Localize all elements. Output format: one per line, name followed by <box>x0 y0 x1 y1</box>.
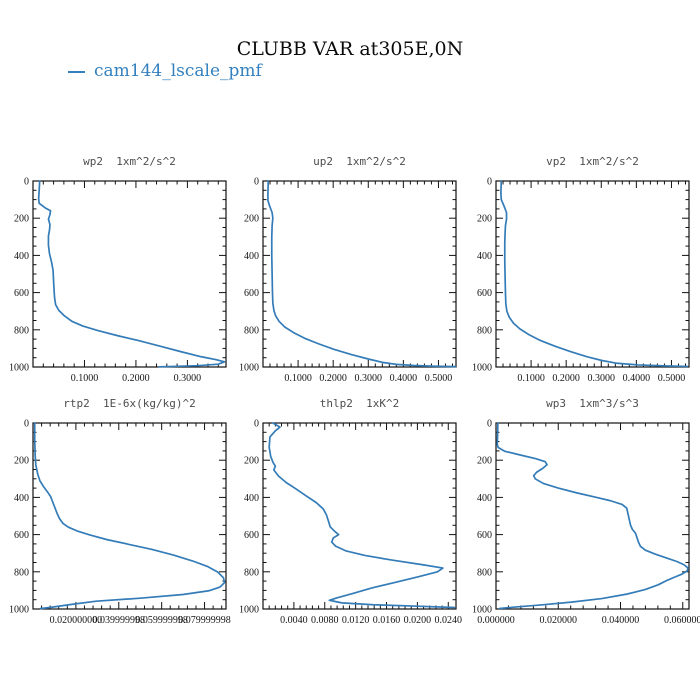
y-tick-label: 400 <box>14 251 29 262</box>
x-tick-label: 0.0040 <box>280 615 308 626</box>
x-tick-label: 0.1000 <box>71 373 99 384</box>
x-tick-label: 0.4000 <box>390 373 418 384</box>
x-tick-label: 0.0080 <box>311 615 339 626</box>
y-tick-label: 400 <box>14 493 29 504</box>
y-tick-label: 400 <box>244 493 259 504</box>
y-tick-label: 600 <box>477 530 492 541</box>
y-tick-label: 1000 <box>472 363 492 374</box>
y-tick-label: 0 <box>254 177 259 188</box>
subplot-up2: up2 1xm^2/s^2 0.1000 0.2000 0.3000 0.4000 0.… <box>239 155 457 384</box>
legend: cam144_lscale_pmf <box>68 61 262 81</box>
y-tick-label: 0 <box>487 177 492 188</box>
series-line-cam144_lscale_pmf <box>37 180 226 368</box>
x-tick-label: 0.079999998 <box>178 615 231 626</box>
x-tick-label: 0.0160 <box>373 615 401 626</box>
x-tick-label: 0.020000 <box>540 615 578 626</box>
y-tick-label: 200 <box>477 456 492 467</box>
series-line-cam144_lscale_pmf <box>496 422 689 610</box>
x-tick-label: 0.0200 <box>404 615 432 626</box>
x-tick-label: 0.039999998 <box>93 615 146 626</box>
x-tick-label: 0.2000 <box>319 373 347 384</box>
subplot-title-rtp2: rtp2 1E-6x(kg/kg)^2 <box>63 397 195 410</box>
subplot-vp2: vp2 1xm^2/s^2 0.1000 0.2000 0.3000 0.4000 0.… <box>472 155 690 384</box>
y-tick-label: 1000 <box>9 363 29 374</box>
plot-area: 0.0040 0.0080 0.0120 0.0160 0.0200 0.0240 0 200… <box>239 419 462 627</box>
subplot-title-thlp2: thlp2 1xK^2 <box>320 397 399 410</box>
x-tick-label: 0.040000 <box>602 615 640 626</box>
x-tick-label: 0.1000 <box>517 373 545 384</box>
subplot-title-wp3: wp3 1xm^3/s^3 <box>546 397 639 410</box>
y-tick-label: 400 <box>477 493 492 504</box>
y-tick-label: 0 <box>24 419 29 430</box>
x-tick-label: 0.060000 <box>664 615 700 626</box>
x-tick-label: 0.0240 <box>435 615 463 626</box>
x-tick-label: 0.5000 <box>658 373 686 384</box>
y-tick-label: 600 <box>477 288 492 299</box>
y-tick-label: 600 <box>244 288 259 299</box>
y-tick-label: 1000 <box>239 605 259 616</box>
y-tick-label: 800 <box>14 567 29 578</box>
y-tick-label: 600 <box>244 530 259 541</box>
y-tick-label: 200 <box>244 214 259 225</box>
plot-area: 0.1000 0.2000 0.3000 0.4000 0.5000 0 200 400 600… <box>472 177 690 384</box>
y-tick-label: 200 <box>14 214 29 225</box>
y-tick-label: 600 <box>14 288 29 299</box>
series-line-cam144_lscale_pmf <box>33 422 226 610</box>
subplot-wp2: wp2 1xm^2/s^2 0.1000 0.2000 0.3000 0 200 400 6… <box>9 155 227 384</box>
subplot-rtp2: rtp2 1E-6x(kg/kg)^2 0.0200000000.0399999… <box>9 397 231 627</box>
x-tick-label: 0.1000 <box>284 373 312 384</box>
plot-area: 0.0200000000.0399999980.0599999980.07999… <box>9 419 231 627</box>
y-tick-label: 200 <box>14 456 29 467</box>
legend-series-label: cam144_lscale_pmf <box>94 61 262 81</box>
y-tick-label: 200 <box>244 456 259 467</box>
x-tick-label: 0.059999998 <box>135 615 188 626</box>
series-line-cam144_lscale_pmf <box>267 180 457 368</box>
y-tick-label: 400 <box>244 251 259 262</box>
y-tick-label: 800 <box>477 567 492 578</box>
x-tick-label: 0.0120 <box>342 615 370 626</box>
page-title: CLUBB VAR at305E,0N <box>236 38 464 60</box>
y-tick-label: 1000 <box>239 363 259 374</box>
y-tick-label: 800 <box>477 325 492 336</box>
x-tick-label: 0.3000 <box>174 373 202 384</box>
x-tick-label: 0.2000 <box>552 373 580 384</box>
y-tick-label: 0 <box>254 419 259 430</box>
series-line-cam144_lscale_pmf <box>500 180 689 368</box>
y-tick-label: 1000 <box>9 605 29 616</box>
y-tick-label: 200 <box>477 214 492 225</box>
y-tick-label: 800 <box>14 325 29 336</box>
subplot-title-up2: up2 1xm^2/s^2 <box>313 155 406 168</box>
y-tick-label: 800 <box>244 325 259 336</box>
x-tick-label: 0.020000000 <box>50 615 103 626</box>
x-tick-label: 0.5000 <box>425 373 453 384</box>
subplot-thlp2: thlp2 1xK^2 0.0040 0.0080 0.0120 0.0160 0.02… <box>239 397 462 627</box>
y-tick-label: 600 <box>14 530 29 541</box>
subplot-title-wp2: wp2 1xm^2/s^2 <box>83 155 176 168</box>
x-tick-label: 0.3000 <box>588 373 616 384</box>
x-tick-label: 0.2000 <box>122 373 150 384</box>
y-tick-label: 1000 <box>472 605 492 616</box>
subplot-wp3: wp3 1xm^3/s^3 0.000000 0.020000 0.040000 0.… <box>472 397 700 626</box>
plot-area: 0.1000 0.2000 0.3000 0 200 400 600 800 1000 <box>9 177 227 384</box>
plot-area: 0.000000 0.020000 0.040000 0.060000 0 200 400 6… <box>472 419 700 627</box>
y-tick-label: 0 <box>24 177 29 188</box>
legend-line-sample <box>68 71 85 73</box>
plot-area: 0.1000 0.2000 0.3000 0.4000 0.5000 0 200 400 600… <box>239 177 457 384</box>
y-tick-label: 800 <box>244 567 259 578</box>
x-tick-label: 0.000000 <box>477 615 515 626</box>
y-tick-label: 400 <box>477 251 492 262</box>
y-tick-label: 0 <box>487 419 492 430</box>
series-line-cam144_lscale_pmf <box>268 422 456 609</box>
x-tick-label: 0.4000 <box>623 373 651 384</box>
x-tick-label: 0.3000 <box>355 373 383 384</box>
subplot-title-vp2: vp2 1xm^2/s^2 <box>546 155 639 168</box>
